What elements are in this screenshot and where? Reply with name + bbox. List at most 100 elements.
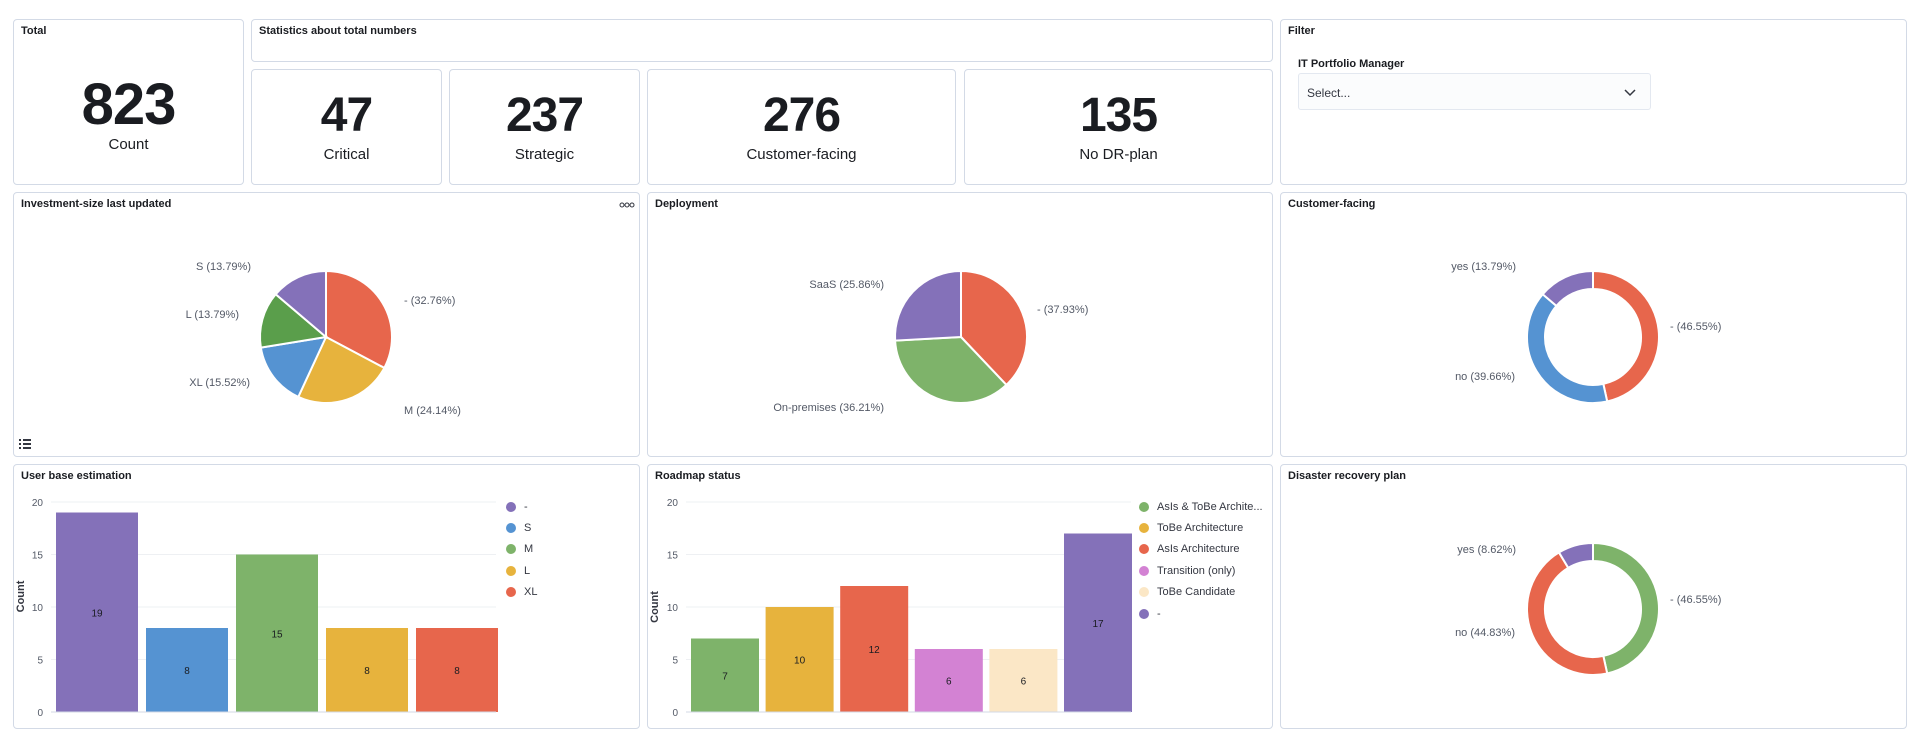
stats-panel: Statistics about total numbers: [251, 19, 1273, 62]
pie-slice[interactable]: [325, 269, 393, 370]
total-metric: 823 Count: [14, 72, 243, 154]
bar[interactable]: [1064, 533, 1132, 713]
bar[interactable]: [56, 512, 138, 713]
bar-value-label: 19: [91, 608, 103, 619]
legend-item[interactable]: ToBe Candidate: [1139, 582, 1263, 603]
y-tick-label: 0: [37, 708, 43, 719]
legend-label: M: [524, 543, 534, 556]
userbase-legend: - S M L XL: [506, 496, 537, 603]
deployment-panel: Deployment - (37.93%) On-premises (36.21%…: [647, 192, 1273, 457]
y-tick-label: 20: [32, 498, 44, 509]
panel-title: User base estimation: [21, 470, 132, 482]
bar[interactable]: [989, 649, 1058, 712]
bar[interactable]: [691, 638, 759, 713]
metric-label: No DR-plan: [1079, 146, 1158, 163]
slice-label: yes (13.79%): [1451, 261, 1516, 273]
bar-value-label: 10: [794, 656, 806, 667]
metric-value: 135: [1079, 89, 1158, 142]
bar-value-label: 6: [946, 677, 952, 688]
list-icon[interactable]: [19, 439, 31, 449]
legend-label: S: [524, 522, 532, 535]
legend-item[interactable]: M: [506, 539, 537, 560]
pie-slice[interactable]: [259, 292, 329, 349]
panel-title: Investment-size last updated: [21, 198, 172, 210]
legend-label: -: [1157, 607, 1161, 620]
bar[interactable]: [146, 628, 228, 712]
customer-facing-donut-chart: - (46.55%) no (39.66%) yes (13.79%): [1451, 261, 1721, 404]
legend-item[interactable]: Transition (only): [1139, 560, 1263, 581]
pie-slice[interactable]: [894, 335, 1008, 404]
roadmap-legend: AsIs & ToBe Archite... ToBe Architecture A…: [1139, 496, 1263, 624]
legend-swatch: [506, 544, 516, 555]
pie-slice[interactable]: [1557, 541, 1594, 570]
y-tick-label: 5: [672, 656, 678, 667]
dr-donut-chart: - (46.55%) no (44.83%) yes (8.62%): [1455, 541, 1721, 676]
pie-slice[interactable]: [894, 269, 962, 342]
y-tick-label: 15: [667, 551, 679, 562]
metric-label: Critical: [323, 146, 370, 163]
legend-item[interactable]: XL: [506, 582, 537, 603]
bar-value-label: 7: [722, 671, 728, 682]
legend-item[interactable]: -: [506, 496, 537, 517]
panel-title: Roadmap status: [655, 470, 741, 482]
legend-label: AsIs & ToBe Archite...: [1157, 500, 1263, 513]
slice-label: On-premises (36.21%): [773, 402, 884, 414]
panel-title: Customer-facing: [1288, 198, 1376, 210]
y-tick-label: 0: [672, 708, 678, 719]
dr-panel: Disaster recovery plan - (46.55%) no (44.…: [1280, 464, 1907, 729]
legend-item[interactable]: S: [506, 517, 537, 538]
deployment-pie-chart: - (37.93%) On-premises (36.21%) SaaS (25.8…: [773, 269, 1088, 414]
pie-slice[interactable]: [960, 269, 1028, 387]
bar[interactable]: [326, 628, 408, 712]
pie-slice[interactable]: [274, 269, 327, 340]
legend-item[interactable]: ToBe Architecture: [1139, 517, 1263, 538]
metric-label: Strategic: [514, 146, 575, 163]
bar[interactable]: [840, 586, 909, 712]
pie-slice[interactable]: [1592, 541, 1660, 675]
metric-value: 237: [505, 89, 584, 142]
filter-field-label: IT Portfolio Manager: [1298, 58, 1405, 70]
bar-value-label: 8: [184, 666, 190, 677]
roadmap-panel: Roadmap status 0 5 10 15 20 Count 7 10 12 6 6 17 As…: [647, 464, 1273, 729]
ellipsis-icon[interactable]: [619, 201, 635, 209]
chevron-down-icon: [1624, 89, 1636, 97]
slice-label: no (39.66%): [1455, 371, 1515, 383]
legend-swatch: [1139, 523, 1149, 534]
y-tick-label: 15: [32, 551, 44, 562]
pie-slice[interactable]: [296, 335, 386, 404]
bar[interactable]: [416, 628, 498, 712]
metric-critical-panel: 47 Critical: [251, 69, 442, 185]
legend-item[interactable]: AsIs & ToBe Archite...: [1139, 496, 1263, 517]
legend-label: ToBe Architecture: [1157, 522, 1244, 535]
legend-item[interactable]: L: [506, 560, 537, 581]
bar[interactable]: [236, 554, 318, 713]
bar-value-label: 15: [271, 629, 283, 640]
pie-slice[interactable]: [1526, 551, 1609, 676]
y-axis-label: Count: [15, 580, 27, 612]
legend-item[interactable]: AsIs Architecture: [1139, 539, 1263, 560]
legend-label: -: [524, 500, 528, 513]
roadmap-bar-chart: 0 5 10 15 20 Count 7 10 12 6 6 17: [649, 498, 1132, 719]
portfolio-manager-select[interactable]: Select...: [1298, 73, 1651, 110]
pie-slice[interactable]: [259, 335, 328, 399]
slice-label: - (46.55%): [1670, 594, 1721, 606]
metric-value: 47: [320, 89, 373, 142]
metric-strategic-panel: 237 Strategic: [449, 69, 640, 185]
metric-value: 823: [81, 72, 177, 137]
userbase-bar-chart: 0 5 10 15 20 Count 19 8 15 8 8: [15, 498, 498, 719]
pie-slice[interactable]: [1592, 269, 1660, 403]
bar[interactable]: [765, 607, 834, 712]
legend-swatch: [506, 565, 516, 576]
investment-pie-chart: - (32.76%) M (24.14%) XL (15.52%) L (13.79%…: [186, 261, 461, 417]
legend-label: XL: [524, 586, 538, 599]
legend-swatch: [1139, 565, 1149, 576]
legend-item[interactable]: -: [1139, 603, 1263, 624]
slice-label: XL (15.52%): [189, 377, 250, 389]
bar[interactable]: [914, 649, 983, 712]
pie-slice[interactable]: [1526, 292, 1609, 404]
y-axis-label: Count: [649, 591, 661, 623]
slice-label: - (37.93%): [1037, 304, 1088, 316]
slice-label: no (44.83%): [1455, 627, 1515, 639]
pie-slice[interactable]: [1541, 269, 1594, 308]
slice-label: yes (8.62%): [1457, 544, 1516, 556]
